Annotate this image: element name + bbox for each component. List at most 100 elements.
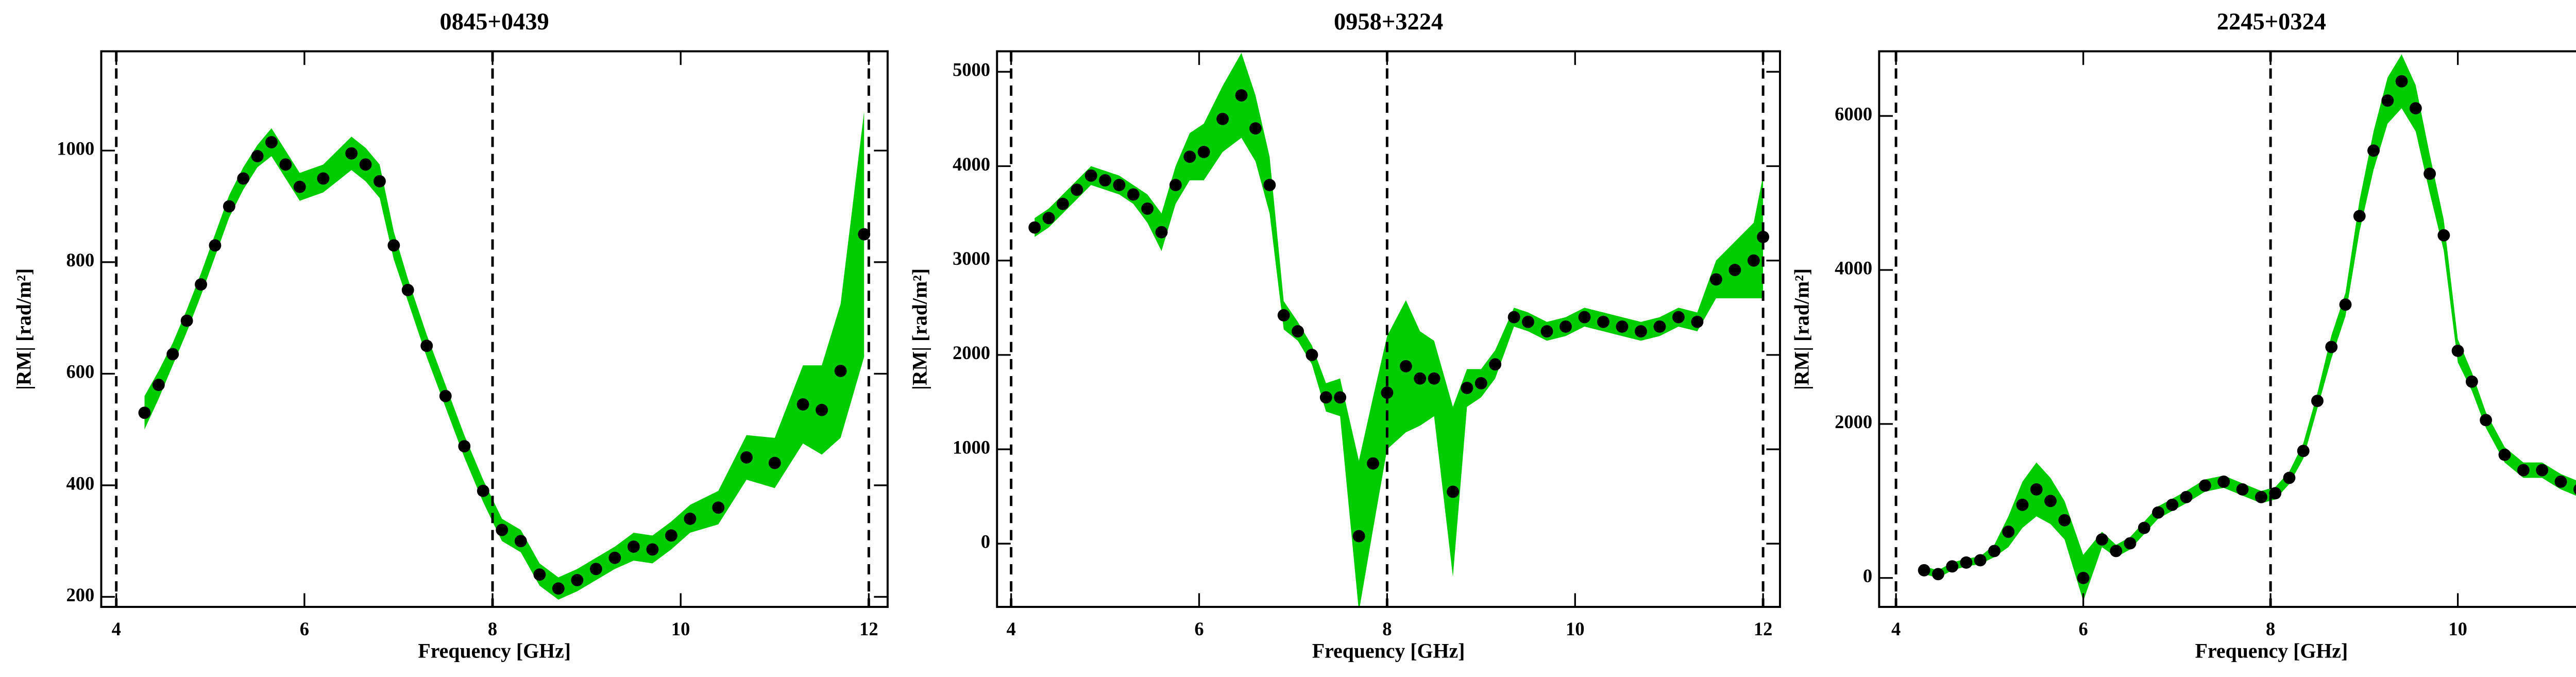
data-point [1042,212,1055,225]
x-tick-label: 10 [1566,618,1585,639]
data-point [608,551,621,564]
data-point [2451,344,2464,357]
data-point [1249,122,1262,135]
data-point [768,456,781,469]
data-point [1540,325,1553,338]
data-point [2517,464,2530,477]
data-point [571,574,584,586]
data-point [138,407,151,419]
y-tick-label: 4000 [953,154,990,175]
data-point [2255,490,2267,503]
data-point [1946,560,1959,573]
data-point [359,158,372,171]
x-tick-label: 8 [1382,618,1392,639]
data-point [2297,445,2310,458]
y-tick-label: 200 [66,584,94,605]
data-point [684,512,697,525]
data-point [2465,375,2478,388]
data-point [2058,514,2071,527]
panel: 4 6 8 10 12 0 1000 2000 3000 4000 5000 0958+3224 Fre… [908,9,1781,663]
chart-title: 0958+3224 [1334,9,1443,35]
data-point [1757,230,1770,243]
data-point [1056,197,1069,210]
data-point [627,540,640,553]
y-tick-label: 600 [66,361,94,382]
data-point [251,150,264,163]
data-point [1155,226,1168,239]
data-point [265,136,278,148]
data-point [796,398,809,411]
data-point [2395,75,2408,88]
data-point [2311,395,2324,407]
data-point [2353,210,2366,223]
x-tick-label: 8 [488,618,497,639]
y-tick-label: 6000 [1835,103,1872,124]
data-point [2437,229,2450,242]
data-point [2283,471,2296,484]
data-point [665,529,677,542]
data-point [1127,188,1140,201]
data-point [2573,484,2576,495]
plot-frame [1878,50,2576,608]
data-point [533,568,546,581]
data-point [1489,358,1502,371]
data-point [2180,490,2193,503]
data-point [1099,174,1111,187]
data-point [1414,372,1427,385]
data-point [2480,414,2493,427]
data-point [195,278,207,291]
y-tick-label: 1000 [953,436,990,458]
x-axis-label: Frequency [GHz] [2195,640,2348,663]
data-point [740,451,753,464]
data-point [237,172,250,185]
x-tick-label: 10 [671,618,690,639]
data-point [1747,254,1760,267]
data-point [1475,377,1487,390]
data-point [477,484,489,497]
plot-frame [100,50,889,608]
data-point [1319,391,1332,404]
data-point [1597,315,1609,328]
x-axis-label: Frequency [GHz] [1312,640,1465,663]
data-point [1216,112,1229,125]
data-point [458,440,471,453]
data-point [2198,479,2211,492]
x-tick-label: 6 [300,618,309,639]
data-point [387,239,400,252]
data-point [1367,457,1379,470]
data-point [2096,533,2108,546]
data-point [514,535,527,548]
data-point [152,379,165,391]
data-point [496,523,509,536]
data-point [589,563,602,576]
data-point [1381,386,1394,399]
data-point [1918,564,1930,577]
data-point [2044,495,2057,507]
data-point [1113,179,1126,192]
data-point [1428,372,1440,385]
data-point [279,158,292,171]
data-point [1461,382,1473,394]
x-tick-label: 4 [112,618,121,639]
data-point [2236,483,2249,496]
data-point [858,228,871,241]
plot-frame [996,50,1781,608]
data-point [2138,521,2150,534]
data-point [2002,526,2015,538]
data-point [209,239,222,252]
y-tick-label: 0 [981,531,990,552]
data-point [1728,264,1741,276]
data-point [1399,360,1412,373]
data-point [1183,150,1196,163]
data-point [439,390,452,402]
data-point [345,147,358,160]
data-point [1931,568,1944,581]
data-point [1672,311,1685,324]
y-tick-label: 4000 [1835,257,1872,278]
data-point [2166,498,2179,511]
data-point [1616,320,1629,333]
data-point [1028,221,1041,234]
data-point [1507,311,1520,324]
